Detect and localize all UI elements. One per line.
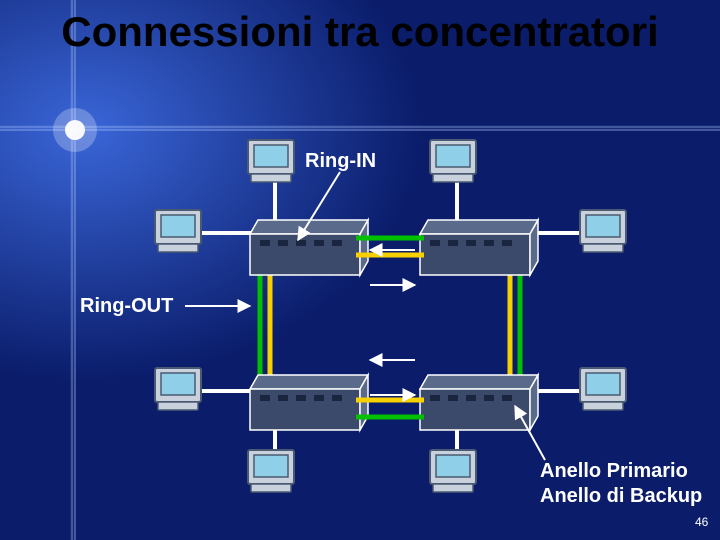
diagram-canvas [0, 0, 720, 540]
label-ring-in: Ring-IN [305, 150, 376, 173]
label-ring-out: Ring-OUT [80, 295, 173, 318]
slide-title: Connessioni tra concentratori [0, 10, 720, 54]
legend-primary: Anello Primario [540, 460, 688, 483]
title-text: Connessioni tra concentratori [61, 8, 658, 55]
legend-backup: Anello di Backup [540, 485, 702, 508]
page-number: 46 [695, 515, 708, 529]
